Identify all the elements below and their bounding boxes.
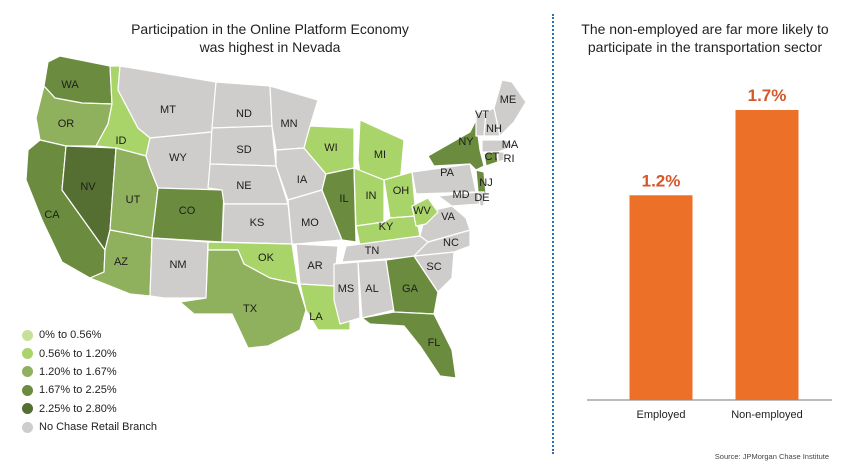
state-label-sd: SD xyxy=(236,144,251,156)
state-label-ms: MS xyxy=(338,283,355,295)
legend-label: 0% to 0.56% xyxy=(39,329,102,342)
state-label-wy: WY xyxy=(169,152,187,164)
state-label-fl: FL xyxy=(428,337,441,349)
data-label: 1.7% xyxy=(748,86,787,105)
state-label-in: IN xyxy=(366,190,377,202)
state-label-id: ID xyxy=(116,135,127,147)
state-label-or: OR xyxy=(58,118,75,130)
category-label: Non-employed xyxy=(731,409,803,421)
map-title-line-2: was highest in Nevada xyxy=(199,39,341,55)
map-title-line-1: Participation in the Online Platform Eco… xyxy=(131,21,409,37)
state-label-co: CO xyxy=(179,205,196,217)
legend-label: 0.56% to 1.20% xyxy=(39,347,117,360)
state-ny xyxy=(427,119,485,171)
legend-label: 1.20% to 1.67% xyxy=(39,365,117,378)
state-label-me: ME xyxy=(500,94,517,106)
state-label-tn: TN xyxy=(365,245,380,257)
state-label-sc: SC xyxy=(426,261,441,273)
source-note: Source: JPMorgan Chase Institute xyxy=(714,452,829,461)
state-fl xyxy=(361,311,457,379)
state-wv xyxy=(411,197,439,227)
state-label-nh: NH xyxy=(486,123,502,135)
category-label: Employed xyxy=(637,409,686,421)
state-label-pa: PA xyxy=(440,167,455,179)
state-label-ut: UT xyxy=(126,194,141,206)
state-label-ky: KY xyxy=(379,221,394,233)
state-label-mn: MN xyxy=(280,118,297,130)
state-label-de: DE xyxy=(474,192,489,204)
state-me xyxy=(493,79,527,137)
state-label-az: AZ xyxy=(114,256,128,268)
state-ms xyxy=(333,261,361,325)
state-label-wi: WI xyxy=(324,142,337,154)
data-label: 1.2% xyxy=(642,171,681,190)
state-label-il: IL xyxy=(339,193,348,205)
state-label-al: AL xyxy=(365,283,378,295)
state-tx xyxy=(179,249,307,349)
state-label-ct: CT xyxy=(485,151,500,163)
bar-title-line-2: participate in the transportation sector xyxy=(587,39,823,55)
legend-item: 1.67% to 2.25% xyxy=(22,381,157,399)
bar-employed xyxy=(629,195,693,400)
legend-label: 1.67% to 2.25% xyxy=(39,384,117,397)
state-nm xyxy=(149,237,209,299)
state-de xyxy=(477,191,485,207)
panel-divider xyxy=(552,14,554,454)
state-label-nc: NC xyxy=(443,237,459,249)
state-label-oh: OH xyxy=(393,185,410,197)
state-nd xyxy=(211,81,273,129)
bar-title-line-1: The non-employed are far more likely to xyxy=(581,21,829,37)
state-label-nd: ND xyxy=(236,108,252,120)
us-choropleth-map: WA OR CA NV ID UT AZ MT WY CO NM ND SD NE KS OK TX MN IA MO… xyxy=(25,55,527,379)
state-label-ny: NY xyxy=(458,136,474,148)
legend-swatch xyxy=(22,421,33,433)
state-label-ks: KS xyxy=(250,217,265,229)
state-label-ar: AR xyxy=(307,260,322,272)
state-label-ok: OK xyxy=(258,252,275,264)
state-label-vt: VT xyxy=(475,109,489,121)
state-label-md: MD xyxy=(452,189,469,201)
bar-non-employed xyxy=(735,110,799,400)
state-il xyxy=(321,167,357,243)
map-legend: 0% to 0.56% 0.56% to 1.20% 1.20% to 1.67% 1… xyxy=(22,326,157,436)
state-label-mt: MT xyxy=(160,104,176,116)
state-nj xyxy=(475,169,487,195)
legend-swatch xyxy=(22,384,33,396)
state-label-wv: WV xyxy=(413,205,431,217)
legend-item: 1.20% to 1.67% xyxy=(22,363,157,381)
state-label-mo: MO xyxy=(301,217,319,229)
state-ma xyxy=(481,139,515,153)
state-label-ga: GA xyxy=(402,283,419,295)
state-label-ia: IA xyxy=(297,174,308,186)
state-label-ri: RI xyxy=(504,153,515,165)
state-label-nv: NV xyxy=(80,181,96,193)
legend-swatch xyxy=(22,329,33,341)
legend-swatch xyxy=(22,366,33,378)
state-label-ca: CA xyxy=(44,209,60,221)
state-label-ma: MA xyxy=(502,139,519,151)
state-label-wa: WA xyxy=(61,79,79,91)
bar-chart: 1.2% Employed 1.7% Non-employed xyxy=(587,86,832,421)
legend-label: No Chase Retail Branch xyxy=(39,421,158,434)
map-title: Participation in the Online Platform Eco… xyxy=(0,20,540,56)
state-mo xyxy=(287,189,343,245)
state-label-nj: NJ xyxy=(479,177,492,189)
state-ga xyxy=(385,255,439,315)
legend-item: 0% to 0.56% xyxy=(22,326,157,344)
legend-item: No Chase Retail Branch xyxy=(22,418,157,436)
state-label-tx: TX xyxy=(243,303,258,315)
legend-swatch xyxy=(22,403,33,415)
legend-swatch xyxy=(22,348,33,360)
state-label-ne: NE xyxy=(236,180,251,192)
legend-label: 2.25% to 2.80% xyxy=(39,402,117,415)
state-label-va: VA xyxy=(441,211,456,223)
state-label-la: LA xyxy=(309,311,323,323)
legend-item: 2.25% to 2.80% xyxy=(22,400,157,418)
legend-item: 0.56% to 1.20% xyxy=(22,344,157,362)
state-ri xyxy=(497,151,505,163)
state-label-mi: MI xyxy=(374,149,386,161)
state-label-nm: NM xyxy=(169,259,186,271)
bar-chart-title: The non-employed are far more likely to … xyxy=(575,20,835,56)
